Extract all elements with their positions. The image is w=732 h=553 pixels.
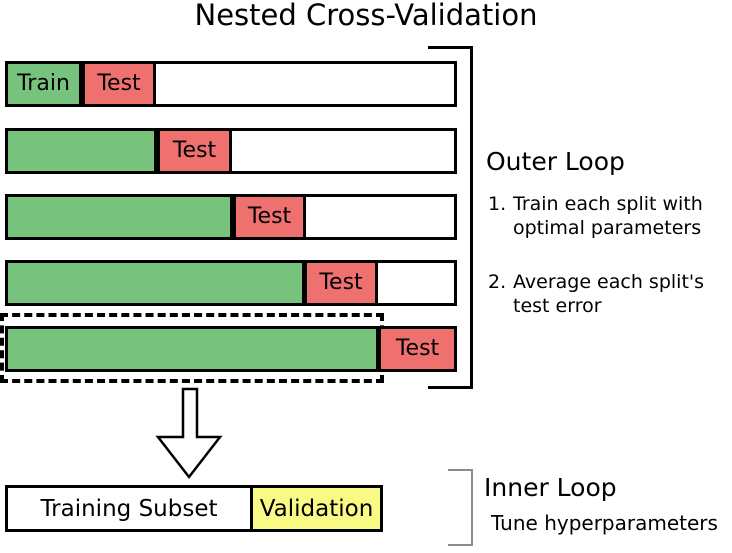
test-label: Test — [247, 204, 292, 229]
fold-row: Train Test — [5, 61, 457, 107]
item-text: Train each split with optimal parameters — [513, 192, 703, 240]
fold-row: Test — [5, 128, 457, 174]
validation-label: Validation — [259, 495, 374, 522]
train-segment — [5, 194, 233, 240]
test-label: Test — [319, 270, 363, 295]
item-line-2: test error — [513, 295, 602, 317]
test-label: Test — [97, 71, 141, 96]
test-label: Test — [395, 336, 440, 361]
inner-loop-bracket — [448, 469, 473, 546]
train-segment — [5, 260, 305, 306]
item-line-1: Train each split with — [513, 193, 703, 215]
test-segment: Test — [157, 128, 232, 174]
test-segment: Test — [378, 326, 457, 372]
outer-loop-item-2: 2. Average each split's test error — [488, 270, 704, 318]
fold-row: Test — [5, 194, 457, 240]
inner-bar: Training Subset Validation — [5, 485, 383, 532]
outer-loop-heading: Outer Loop — [486, 147, 625, 176]
train-label: Train — [17, 71, 70, 96]
train-segment — [5, 128, 157, 174]
item-number: 1. — [488, 193, 507, 215]
outer-loop-bracket — [428, 46, 473, 389]
test-segment: Test — [304, 260, 378, 306]
test-label: Test — [172, 138, 217, 163]
validation-segment: Validation — [250, 485, 383, 532]
inner-loop-subtitle: Tune hyperparameters — [491, 511, 718, 535]
inner-loop-heading: Inner Loop — [484, 473, 617, 502]
train-segment: Train — [5, 61, 82, 107]
item-number: 2. — [488, 271, 507, 293]
test-segment: Test — [82, 61, 156, 107]
training-subset-label: Training Subset — [40, 495, 218, 522]
item-line-1: Average each split's — [513, 271, 705, 293]
page-title: Nested Cross-Validation — [194, 0, 538, 32]
item-text: Average each split's test error — [513, 270, 704, 318]
test-segment: Test — [233, 194, 306, 240]
fold-row: Test — [0, 313, 457, 383]
down-arrow — [155, 387, 223, 480]
item-line-2: optimal parameters — [513, 217, 702, 239]
fold-row: Test — [5, 260, 457, 306]
train-segment — [5, 326, 379, 372]
outer-loop-item-1: 1. Train each split with optimal paramet… — [488, 192, 703, 240]
